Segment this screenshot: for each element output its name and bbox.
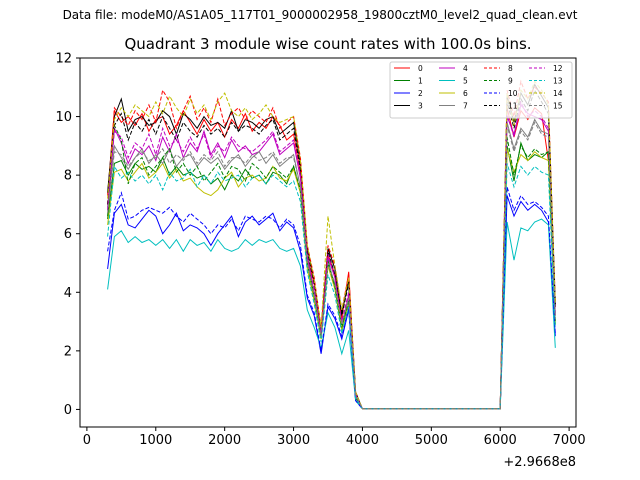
x-axis: 0 1000 2000 3000 4000 5000 6000 7000 — [83, 427, 586, 448]
series-line-14 — [107, 80, 556, 410]
chart-title: Quadrant 3 module wise count rates with … — [124, 35, 531, 53]
y-tick-label: 6 — [64, 227, 72, 242]
figure-suptitle: Data file: modeM0/AS1A05_117T01_90000029… — [62, 8, 578, 22]
series-line-6 — [107, 148, 556, 410]
x-tick-label: 7000 — [553, 433, 586, 448]
legend-label: 15 — [553, 102, 563, 111]
legend-label: 12 — [553, 64, 563, 73]
series-line-5 — [107, 218, 556, 410]
y-tick-label: 8 — [64, 169, 72, 184]
x-tick-label: 0 — [83, 433, 91, 448]
legend-box — [389, 61, 573, 119]
x-axis-offset-label: +2.9668e8 — [503, 455, 576, 470]
legend-label: 8 — [508, 64, 513, 73]
series-line-3 — [107, 83, 556, 410]
legend-label: 7 — [463, 102, 468, 111]
x-tick-label: 3000 — [277, 433, 310, 448]
series-line-11 — [107, 89, 556, 410]
legend-label: 11 — [508, 102, 518, 111]
series-line-8 — [107, 79, 556, 410]
legend-label: 3 — [418, 102, 423, 111]
legend-label: 14 — [553, 89, 563, 98]
y-tick-label: 2 — [64, 344, 72, 359]
y-axis: 0 2 4 6 8 10 12 — [55, 52, 80, 418]
legend-label: 2 — [418, 89, 423, 98]
series-line-2 — [107, 195, 556, 410]
legend-label: 4 — [463, 64, 468, 73]
series-lines — [107, 79, 556, 410]
series-line-10 — [107, 186, 556, 410]
x-tick-label: 1000 — [139, 433, 172, 448]
y-tick-label: 12 — [55, 52, 72, 67]
plot-frame — [79, 57, 577, 428]
series-line-13 — [107, 163, 556, 410]
x-tick-label: 2000 — [208, 433, 241, 448]
y-tick-label: 4 — [64, 286, 72, 301]
legend-label: 0 — [418, 64, 423, 73]
legend-label: 9 — [508, 77, 513, 86]
x-tick-label: 5000 — [415, 433, 448, 448]
legend-label: 13 — [553, 77, 563, 86]
x-tick-label: 6000 — [484, 433, 517, 448]
series-line-15 — [107, 121, 556, 410]
legend-label: 10 — [508, 89, 518, 98]
x-tick-label: 4000 — [346, 433, 379, 448]
legend-label: 6 — [463, 89, 468, 98]
y-tick-label: 10 — [55, 110, 72, 125]
legend-label: 5 — [463, 77, 468, 86]
y-tick-label: 0 — [64, 403, 72, 418]
legend-label: 1 — [418, 77, 423, 86]
